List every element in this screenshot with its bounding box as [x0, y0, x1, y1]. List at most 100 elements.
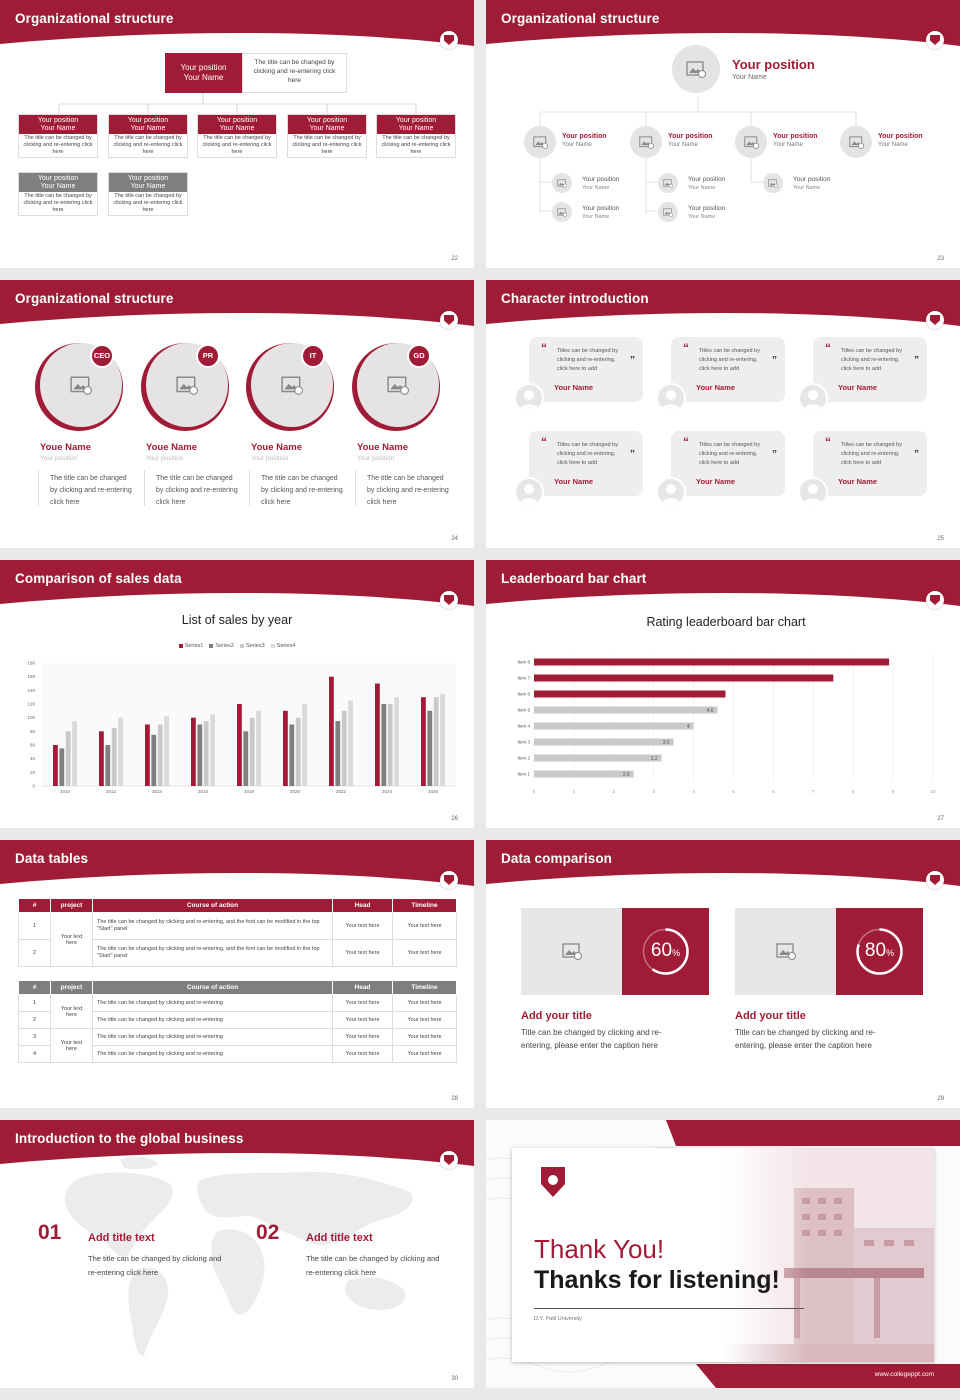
slide-header: Leaderboard bar chart	[486, 560, 960, 609]
bar-series3	[433, 697, 439, 786]
name-label: Your Name	[183, 73, 224, 82]
page-number: 24	[451, 536, 458, 542]
person-name: Your Name	[554, 477, 594, 486]
name-label: Your Name	[40, 183, 76, 190]
quote-card[interactable]: “ ” Titles can be changed by clicking and …	[529, 337, 643, 402]
table-header: Course of action	[92, 980, 333, 995]
bar-series3	[341, 710, 347, 786]
bar-series4	[394, 697, 399, 786]
quote-card[interactable]: “ ” Titles can be changed by clicking and …	[813, 337, 927, 402]
position-label: Your position	[395, 117, 437, 124]
row-number: 3	[18, 1028, 51, 1046]
action-cell: The title can be changed by clicking and…	[92, 939, 333, 967]
avatar-placeholder[interactable]	[630, 126, 662, 158]
page-number: 23	[937, 256, 944, 262]
bar	[534, 770, 634, 778]
legend-swatch	[240, 643, 244, 648]
person-position: Your position	[146, 455, 184, 462]
slide-title: Organizational structure	[15, 11, 174, 26]
position-box[interactable]: Your position Your Name The title can be c…	[18, 172, 98, 216]
slide-25[interactable]: Character introduction “ ” Titles can be c…	[486, 280, 960, 548]
chart-title: Rating leaderboard bar chart	[646, 615, 806, 629]
row-number: 2	[18, 1011, 51, 1029]
person-position: Your position	[251, 455, 289, 462]
slide-26[interactable]: Comparison of sales data List of sales b…	[0, 560, 474, 828]
image-placeholder-icon	[663, 207, 673, 217]
shield-logo-icon	[926, 871, 944, 889]
x-tick-label: 2	[613, 789, 616, 794]
y-tick-label: 40	[30, 756, 36, 761]
shield-logo-icon	[440, 311, 458, 329]
position-label: Your position	[582, 205, 620, 212]
quote-card[interactable]: “ ” Titles can be changed by clicking and …	[671, 431, 785, 496]
shield-logo-icon	[926, 31, 944, 49]
contour-background	[486, 1120, 960, 1388]
head-cell: Your text here	[332, 1028, 393, 1046]
bar	[534, 690, 726, 698]
avatar-placeholder[interactable]	[552, 173, 572, 193]
image-placeholder-icon	[663, 178, 673, 188]
data-label: 4	[687, 724, 690, 730]
position-box[interactable]: Your position Your Name The title can be c…	[376, 114, 456, 158]
slide-22[interactable]: Organizational structure Your position Y…	[0, 0, 474, 268]
avatar-placeholder[interactable]	[658, 202, 678, 222]
position-box[interactable]: Your position Your Name The title can be c…	[197, 114, 277, 158]
avatar-placeholder[interactable]	[735, 126, 767, 158]
leaderboard-bar-chart: 0 1 2 3 4 5 6 7 8 9 10 Item 1 2.5 Item 2 3.2 Item 3 3.5 I…	[517, 654, 936, 794]
y-tick-label: Item 1	[517, 772, 530, 777]
x-tick-label: 4	[692, 789, 695, 794]
image-placeholder-icon	[70, 376, 92, 395]
percent-unit: %	[672, 948, 681, 958]
quote-card[interactable]: “ ” Titles can be changed by clicking and …	[529, 431, 643, 496]
slide-27[interactable]: Leaderboard bar chart Rating leaderboard…	[486, 560, 960, 828]
position-label: Your position	[127, 117, 169, 124]
bar-series3	[387, 704, 393, 786]
data-label: 3.5	[663, 740, 670, 746]
bar-series4	[164, 716, 169, 786]
top-position-box[interactable]: Your position Your Name	[165, 53, 242, 93]
position-box[interactable]: Your position Your Name The title can be c…	[108, 114, 188, 158]
data-label: 2.5	[623, 772, 630, 778]
item-description: Title can be changed by clicking and re-…	[735, 1028, 876, 1050]
bar-series3	[295, 717, 301, 786]
person-description: The title can be changed by clicking and…	[50, 475, 132, 506]
slide-header: Comparison of sales data	[0, 560, 474, 609]
slide-30[interactable]: Introduction to the global business 01 Ad…	[0, 1120, 474, 1388]
slide-29[interactable]: Data comparison 60% Add your title Title c…	[486, 840, 960, 1108]
divider	[38, 470, 39, 506]
quote-icon: “	[825, 435, 831, 449]
avatar-placeholder[interactable]	[658, 173, 678, 193]
position-label: Your position	[793, 176, 831, 183]
quote-card[interactable]: “ ” Titles can be changed by clicking and …	[813, 431, 927, 496]
org-connectors	[58, 93, 417, 114]
shield-logo-icon	[440, 1151, 458, 1169]
world-map-background	[64, 1156, 413, 1356]
slide-23[interactable]: Organizational structure Your position Y…	[486, 0, 960, 268]
image-placeholder[interactable]	[735, 908, 836, 995]
slide-31[interactable]: Thank You! Thanks for listening! D.Y. Pa…	[486, 1120, 960, 1388]
top-avatar-placeholder[interactable]	[672, 45, 720, 93]
thanks-card: Thank You! Thanks for listening! D.Y. Pa…	[512, 1148, 934, 1362]
slide-24[interactable]: Organizational structure CEO Youe Name You…	[0, 280, 474, 548]
position-box[interactable]: Your position Your Name The title can be c…	[287, 114, 367, 158]
x-tick-label: 10	[930, 789, 936, 794]
bar-series1	[421, 697, 426, 786]
avatar-placeholder[interactable]	[552, 202, 572, 222]
avatar-placeholder[interactable]	[840, 126, 872, 158]
name-label: Your Name	[219, 125, 255, 132]
quote-card[interactable]: “ ” Titles can be changed by clicking and …	[671, 337, 785, 402]
avatar-placeholder[interactable]	[524, 126, 556, 158]
name-label: Your Name	[562, 142, 592, 148]
table-header: project	[50, 980, 93, 995]
slide-28[interactable]: Data tables # project Course of action Head…	[0, 840, 474, 1108]
y-tick-label: 20	[30, 770, 36, 775]
bar	[534, 754, 662, 762]
image-placeholder[interactable]	[521, 908, 622, 995]
person-name: Youe Name	[146, 442, 198, 453]
position-box[interactable]: Your position Your Name The title can be c…	[18, 114, 98, 158]
position-description: The title can be changed by clicking and…	[23, 135, 93, 155]
item-number: 02	[256, 1221, 280, 1244]
item-description: Title can be changed by clicking and re-…	[521, 1028, 662, 1050]
avatar-placeholder[interactable]	[763, 173, 783, 193]
position-box[interactable]: Your position Your Name The title can be c…	[108, 172, 188, 216]
